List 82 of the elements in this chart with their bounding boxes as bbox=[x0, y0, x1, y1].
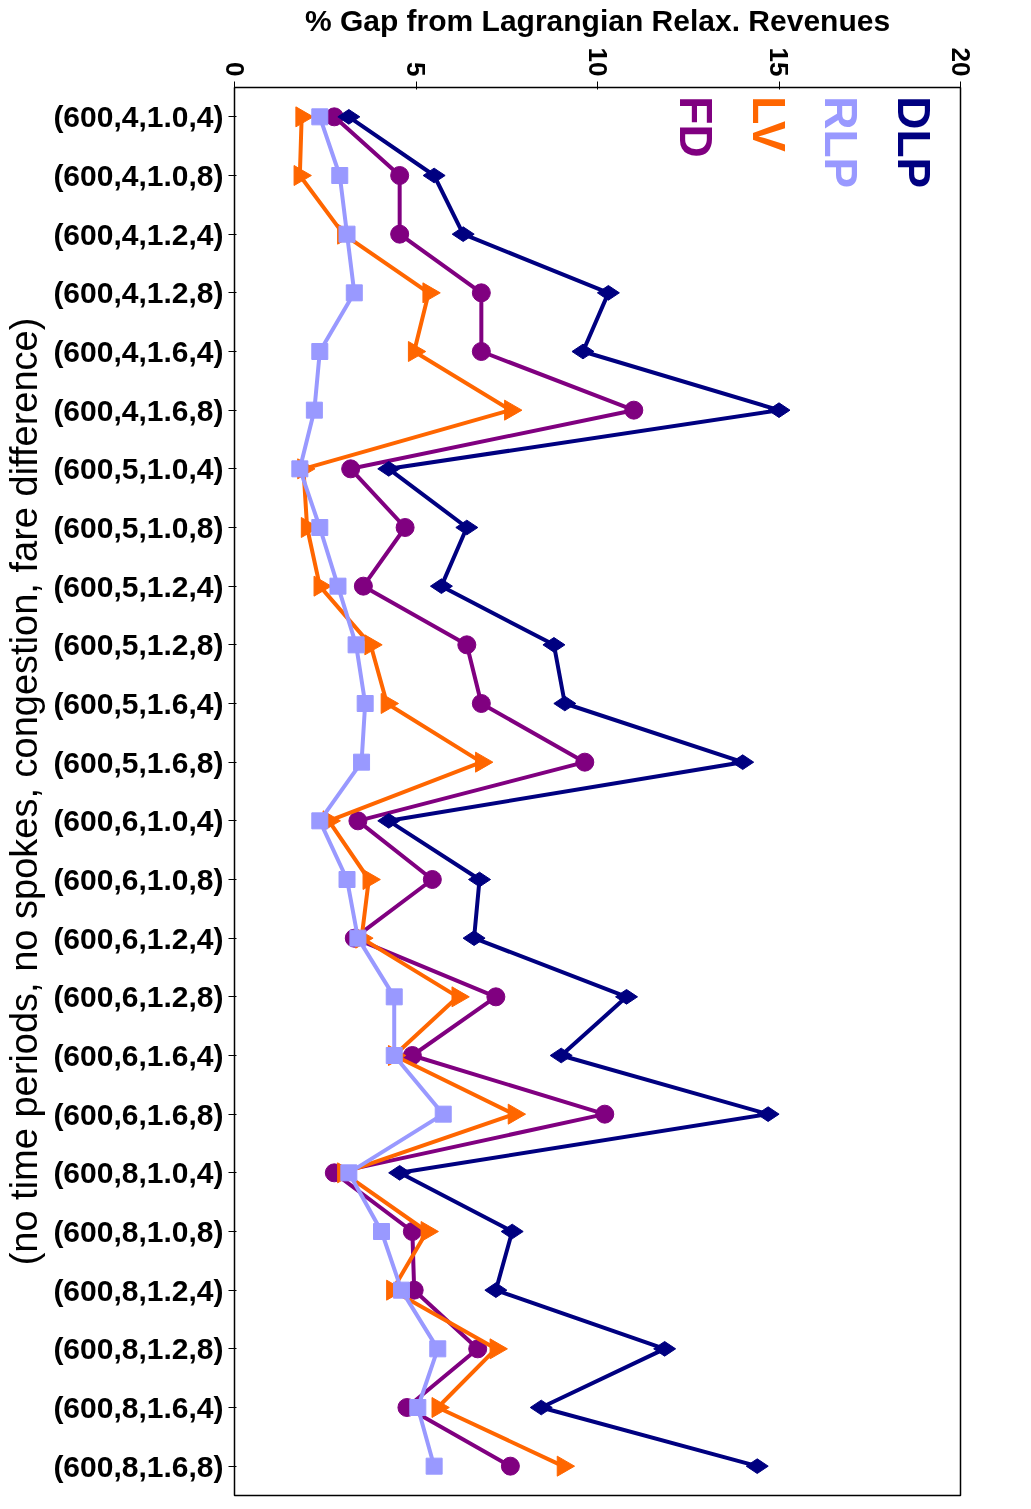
y-tick-label: (600,4,1.0,8) bbox=[53, 159, 224, 192]
y-tick-label: (600,5,1.0,4) bbox=[53, 452, 224, 486]
point bbox=[385, 1047, 403, 1064]
point bbox=[429, 1340, 447, 1358]
y-tick-label: (600,8,1.6,4) bbox=[53, 1391, 224, 1424]
point bbox=[571, 343, 595, 360]
point bbox=[471, 283, 491, 303]
point bbox=[331, 167, 349, 184]
y-tick-label: (600,5,1.0,8) bbox=[53, 511, 224, 544]
x-tick-label: 20 bbox=[945, 47, 976, 77]
y-tick-label: (600,6,1.2,8) bbox=[53, 980, 224, 1014]
point bbox=[575, 752, 595, 772]
point bbox=[291, 460, 309, 478]
point bbox=[457, 635, 477, 655]
x-axis-title: % Gap from Lagrangian Relax. Revenues bbox=[304, 3, 891, 37]
text: FD bbox=[670, 96, 723, 158]
y-tick-label: (600,6,1.2,4) bbox=[53, 921, 224, 955]
y-tick-label: (600,5,1.2,8) bbox=[53, 628, 224, 662]
x-tick-label: 0 bbox=[219, 62, 250, 77]
y-tick-label: (600,8,1.0,8) bbox=[53, 1215, 224, 1248]
point bbox=[500, 1223, 524, 1240]
y-tick-label: (600,8,1.0,4) bbox=[53, 1156, 224, 1190]
point bbox=[455, 519, 479, 536]
point bbox=[349, 929, 367, 947]
point bbox=[373, 1223, 391, 1240]
x-tick-label: 15 bbox=[764, 47, 794, 77]
y-tick-label: (600,5,1.2,4) bbox=[53, 569, 224, 603]
point bbox=[305, 401, 323, 419]
y-tick-label: (600,6,1.6,8) bbox=[53, 1097, 224, 1131]
y-tick-label: (600,6,1.0,8) bbox=[53, 863, 224, 896]
y-tick-label: (600,4,1.2,4) bbox=[53, 217, 224, 251]
point bbox=[311, 812, 329, 830]
point bbox=[392, 1281, 410, 1299]
point bbox=[434, 1105, 452, 1123]
y-tick-label: (600,8,1.6,8) bbox=[53, 1449, 224, 1483]
point bbox=[353, 753, 371, 771]
text: RLP bbox=[815, 96, 868, 189]
x-tick-label: 5 bbox=[401, 62, 431, 77]
y-tick-label: (600,4,1.6,4) bbox=[53, 335, 224, 368]
point bbox=[311, 343, 329, 360]
point bbox=[468, 1339, 488, 1359]
point bbox=[553, 695, 577, 712]
point bbox=[311, 108, 329, 126]
y-tick-label: (600,4,1.6,8) bbox=[53, 393, 224, 427]
y-tick-label: (600,5,1.6,4) bbox=[53, 687, 224, 720]
point bbox=[529, 1399, 553, 1416]
point bbox=[338, 871, 356, 888]
text: LV bbox=[742, 96, 795, 152]
point bbox=[311, 519, 329, 536]
point bbox=[385, 988, 403, 1006]
point bbox=[500, 1456, 520, 1476]
y-tick-label: (600,4,1.0,4) bbox=[53, 100, 224, 134]
y-axis-title: (no time periods, no spokes, congestion, fare difference) bbox=[3, 317, 46, 1266]
text: DLP bbox=[887, 96, 940, 189]
point bbox=[356, 695, 374, 712]
y-tick-label: (600,5,1.6,8) bbox=[53, 745, 224, 779]
y-tick-label: (600,8,1.2,8) bbox=[53, 1332, 224, 1366]
point bbox=[353, 576, 373, 596]
point bbox=[624, 400, 644, 420]
y-tick-label: (600,6,1.0,4) bbox=[53, 804, 224, 838]
point bbox=[422, 167, 446, 184]
point bbox=[341, 459, 361, 479]
y-tick-label: (600,8,1.2,4) bbox=[53, 1273, 224, 1307]
point bbox=[347, 636, 365, 654]
point bbox=[486, 987, 506, 1007]
x-tick-label: 10 bbox=[582, 47, 613, 77]
point bbox=[549, 1047, 573, 1064]
point bbox=[471, 342, 491, 361]
y-tick-label: (600,6,1.6,4) bbox=[53, 1039, 224, 1072]
point bbox=[468, 871, 492, 888]
point bbox=[348, 811, 368, 831]
point bbox=[390, 166, 410, 185]
point bbox=[422, 870, 442, 889]
point bbox=[390, 224, 410, 244]
point bbox=[471, 694, 491, 713]
point bbox=[595, 1104, 615, 1124]
point bbox=[425, 1457, 443, 1475]
y-tick-label: (600,4,1.2,8) bbox=[53, 276, 224, 310]
point bbox=[345, 284, 363, 302]
point bbox=[409, 1399, 427, 1416]
point bbox=[395, 518, 415, 537]
point bbox=[329, 577, 347, 595]
